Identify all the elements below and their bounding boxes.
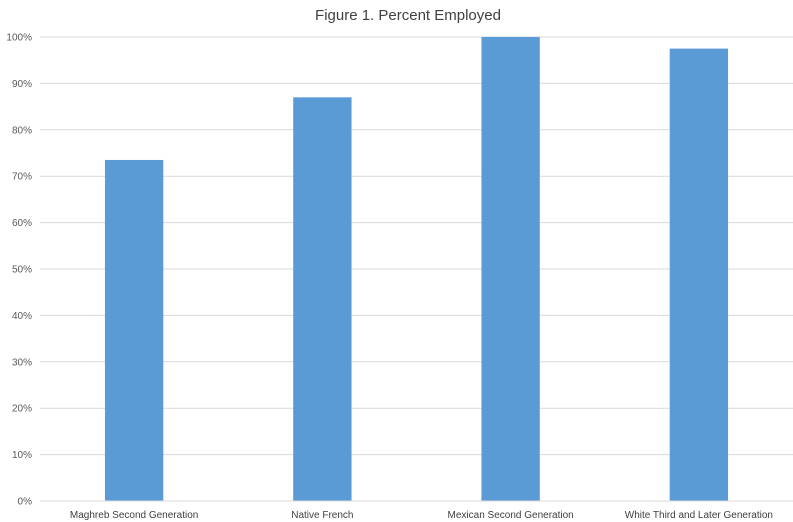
y-tick-label: 90%	[12, 79, 32, 90]
y-tick-label: 30%	[12, 357, 32, 368]
y-axis-tick-labels: 0% 10% 20% 30% 40% 50% 60% 70% 80% 90% 100%	[6, 33, 32, 508]
y-tick-label: 50%	[12, 265, 32, 276]
y-tick-label: 0%	[18, 497, 33, 508]
x-axis-category-labels: Maghreb Second Generation Native French Me…	[70, 510, 773, 521]
bar	[481, 37, 540, 501]
y-tick-label: 20%	[12, 404, 32, 415]
bar	[669, 48, 729, 501]
bar	[293, 97, 352, 501]
bar	[104, 159, 164, 501]
x-category-label: Maghreb Second Generation	[70, 510, 198, 521]
y-tick-label: 60%	[12, 218, 32, 229]
y-tick-label: 40%	[12, 311, 32, 322]
y-tick-label: 80%	[12, 125, 32, 136]
y-tick-label: 100%	[6, 33, 32, 44]
x-category-label: Mexican Second Generation	[448, 510, 574, 521]
x-category-label: Native French	[291, 510, 353, 521]
chart-title: Figure 1. Percent Employed	[315, 7, 501, 24]
gridlines	[40, 36, 793, 502]
y-tick-label: 10%	[12, 450, 32, 461]
y-tick-label: 70%	[12, 172, 32, 183]
x-category-label: White Third and Later Generation	[625, 510, 773, 521]
bars	[104, 37, 729, 501]
